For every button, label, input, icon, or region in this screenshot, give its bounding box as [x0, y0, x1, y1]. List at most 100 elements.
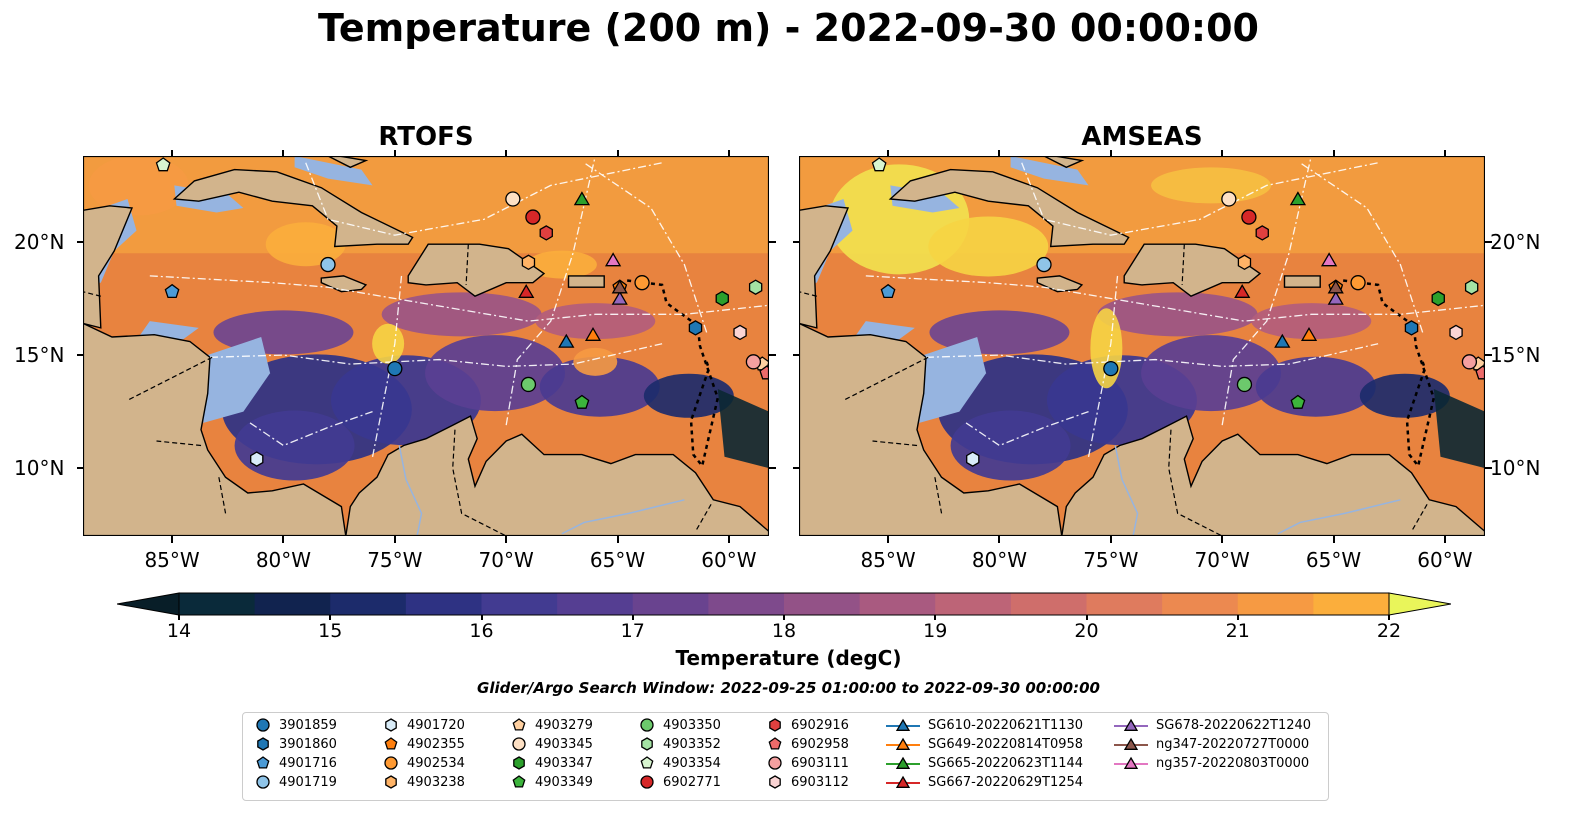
rtofs-marker-6902916: [539, 225, 553, 241]
lon-tick-mark: [998, 536, 1001, 543]
rtofs-marker-4901716: [164, 283, 180, 299]
amseas-land-2: [888, 168, 1130, 248]
legend-label: SG678-20220622T1240: [1156, 717, 1312, 733]
legend-label: 4903345: [535, 736, 593, 752]
map-panel-amseas[interactable]: [799, 156, 1485, 536]
lon-tick-label: 85°W: [860, 548, 916, 572]
lat-tick-mark: [769, 240, 776, 243]
legend-symbol: [513, 756, 525, 770]
legend-label: 6903112: [791, 774, 849, 790]
rtofs-marker-SG610-20220621T1130: [558, 333, 575, 348]
legend-item: 6902958: [767, 736, 849, 752]
legend-symbol: [895, 737, 911, 750]
legend-marker-pentagon-icon: [640, 756, 654, 769]
lon-tick-mark: [171, 536, 174, 543]
lat-tick-label: 10°N: [14, 456, 65, 481]
lon-tick-mark: [505, 536, 508, 543]
colorbar-tick-mark: [329, 615, 332, 620]
legend-item: SG665-20220623T1144: [886, 755, 1083, 771]
rtofs-marker-4901720: [250, 451, 264, 467]
lon-tick-label: 60°W: [701, 548, 757, 572]
legend-label: 6902916: [791, 717, 849, 733]
colorbar-bin: [632, 593, 709, 615]
amseas-marker-ng357-20220803T0000: [1320, 252, 1338, 267]
amseas-marker-SG678-20220622T1240: [1327, 290, 1344, 305]
legend-marker-circle-icon: [256, 775, 270, 789]
colorbar-tick-label: 17: [620, 620, 645, 642]
colorbar-tick-label: 20: [1074, 620, 1099, 642]
amseas-marker-6902958: [1475, 365, 1485, 380]
legend-item: 4903349: [511, 774, 593, 790]
legend-marker-hexagon-icon: [641, 737, 653, 751]
legend-label: 4903347: [535, 755, 593, 771]
amseas-marker-SG610-20220621T1130: [1274, 333, 1291, 348]
lon-tick-mark: [887, 536, 890, 543]
legend-marker-triangle-icon: [886, 737, 920, 750]
amseas-marker-6902916: [1255, 225, 1269, 241]
lat-tick-mark: [77, 354, 84, 357]
colorbar-tick-mark: [1085, 615, 1088, 620]
map-panel-rtofs[interactable]: [83, 156, 769, 536]
legend-symbol: [384, 737, 398, 750]
legend-item: 4901720: [383, 717, 465, 733]
colorbar-bin: [1162, 593, 1239, 615]
amseas-marker-4903349: [1290, 394, 1306, 409]
legend-item: 3901860: [255, 736, 337, 752]
panel-title-amseas: AMSEAS: [1081, 122, 1203, 152]
legend-symbol: [256, 718, 270, 732]
rtofs-land-5: [567, 275, 605, 288]
legend-label: 3901859: [279, 717, 337, 733]
lon-tick-mark: [887, 150, 890, 157]
colorbar-tick-label: 21: [1225, 620, 1250, 642]
lat-tick-label: 15°N: [14, 343, 65, 368]
rtofs-marker-4903350: [520, 376, 537, 393]
legend-symbol: [384, 756, 398, 770]
legend-item: 4903352: [639, 736, 721, 752]
lon-tick-label: 80°W: [255, 548, 312, 572]
amseas-marker-SG649-20220814T0958: [1300, 327, 1318, 341]
lon-tick-label: 85°W: [144, 548, 200, 572]
rtofs-land-3: [407, 243, 546, 298]
legend-symbol: [895, 756, 911, 769]
amseas-marker-4903352: [1464, 279, 1479, 295]
legend-symbol: [257, 737, 269, 751]
legend-item: 4901719: [255, 774, 337, 790]
legend-marker-hexagon-icon: [769, 775, 781, 789]
lon-tick-label: 75°W: [1083, 548, 1139, 572]
legend-symbol: [512, 737, 526, 751]
lat-tick-mark: [1485, 354, 1492, 357]
legend-symbol: [895, 718, 911, 731]
colorbar-label: Temperature (degC): [675, 646, 902, 670]
legend-label: 6903111: [791, 755, 849, 771]
legend-marker-circle-icon: [640, 718, 654, 732]
legend-marker-hexagon-icon: [385, 775, 397, 789]
legend-item: 4903238: [383, 774, 465, 790]
rtofs-marker-6902771: [525, 209, 541, 225]
rtofs-marker-6903112: [733, 324, 747, 341]
legend-marker-pentagon-icon: [768, 737, 782, 750]
colorbar-tick-label: 19: [923, 620, 948, 642]
lon-tick-label: 70°W: [1194, 548, 1250, 572]
lon-tick-mark: [1109, 536, 1112, 543]
lon-tick-mark: [1332, 150, 1335, 157]
legend-symbol: [385, 718, 397, 732]
legend-marker-circle-icon: [512, 737, 526, 751]
legend-label: 6902771: [663, 774, 721, 790]
lon-tick-mark: [393, 150, 396, 157]
amseas-land-6: [1043, 156, 1085, 169]
lat-tick-label: 20°N: [1490, 229, 1541, 254]
rtofs-marker-4901719: [320, 256, 336, 273]
legend-marker-circle-icon: [768, 756, 782, 770]
colorbar-tick-mark: [178, 615, 180, 620]
lon-tick-mark: [616, 150, 619, 157]
legend-marker-pentagon-icon: [256, 756, 270, 769]
lon-tick-mark: [1443, 150, 1446, 157]
legend-label: 4903279: [535, 717, 593, 733]
colorbar-bin: [557, 593, 634, 615]
lon-tick-mark: [282, 150, 285, 157]
legend-item: 6902916: [767, 717, 849, 733]
colorbar-tick-label: 16: [469, 620, 494, 642]
legend-label: 4901719: [279, 774, 337, 790]
lon-tick-label: 60°W: [1417, 548, 1473, 572]
panel-title-rtofs: RTOFS: [378, 122, 474, 152]
